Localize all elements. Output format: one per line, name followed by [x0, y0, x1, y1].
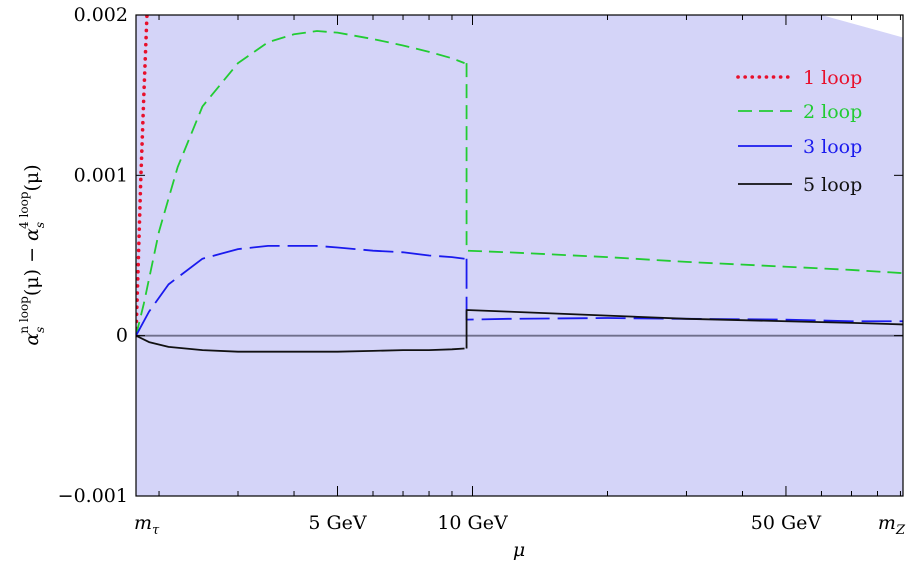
series-line-3 [136, 244, 903, 337]
y-tick-label: −0.001 [58, 485, 128, 507]
plot-frame [135, 14, 904, 497]
legend-label-3: 3 loop [803, 136, 862, 158]
band-area [136, 15, 903, 496]
series-line-4 [136, 309, 903, 353]
y-axis-label: αsn loop(μ) − αs4 loop(μ) [17, 164, 47, 345]
x-tick-label: 50 GeV [751, 512, 822, 534]
x-axis-label: μ [513, 539, 525, 561]
y-tick-label: 0 [116, 325, 128, 347]
legend: 1 loop 2 loop 3 loop 5 loop [736, 67, 862, 196]
legend-label-2: 2 loop [803, 101, 862, 123]
series-line-2 [136, 30, 903, 336]
x-tick-label: 10 GeV [437, 512, 508, 534]
x-tick-labels: mτ 5 GeV 10 GeV 50 GeV mZ [134, 512, 906, 538]
x-tick-label: 5 GeV [308, 512, 367, 534]
axis-ticks [135, 14, 904, 497]
x-tick-label: mZ [878, 512, 906, 538]
y-tick-labels: −0.001 0 0.001 0.002 [58, 4, 128, 507]
x-tick-label: mτ [134, 512, 160, 538]
y-tick-label: 0.001 [74, 164, 128, 186]
y-tick-label: 0.002 [74, 4, 128, 26]
legend-label-4: 5 loop [803, 174, 862, 196]
legend-label-1: 1 loop [803, 67, 862, 89]
series-layer [136, 15, 903, 353]
uncertainty-band [136, 15, 903, 496]
